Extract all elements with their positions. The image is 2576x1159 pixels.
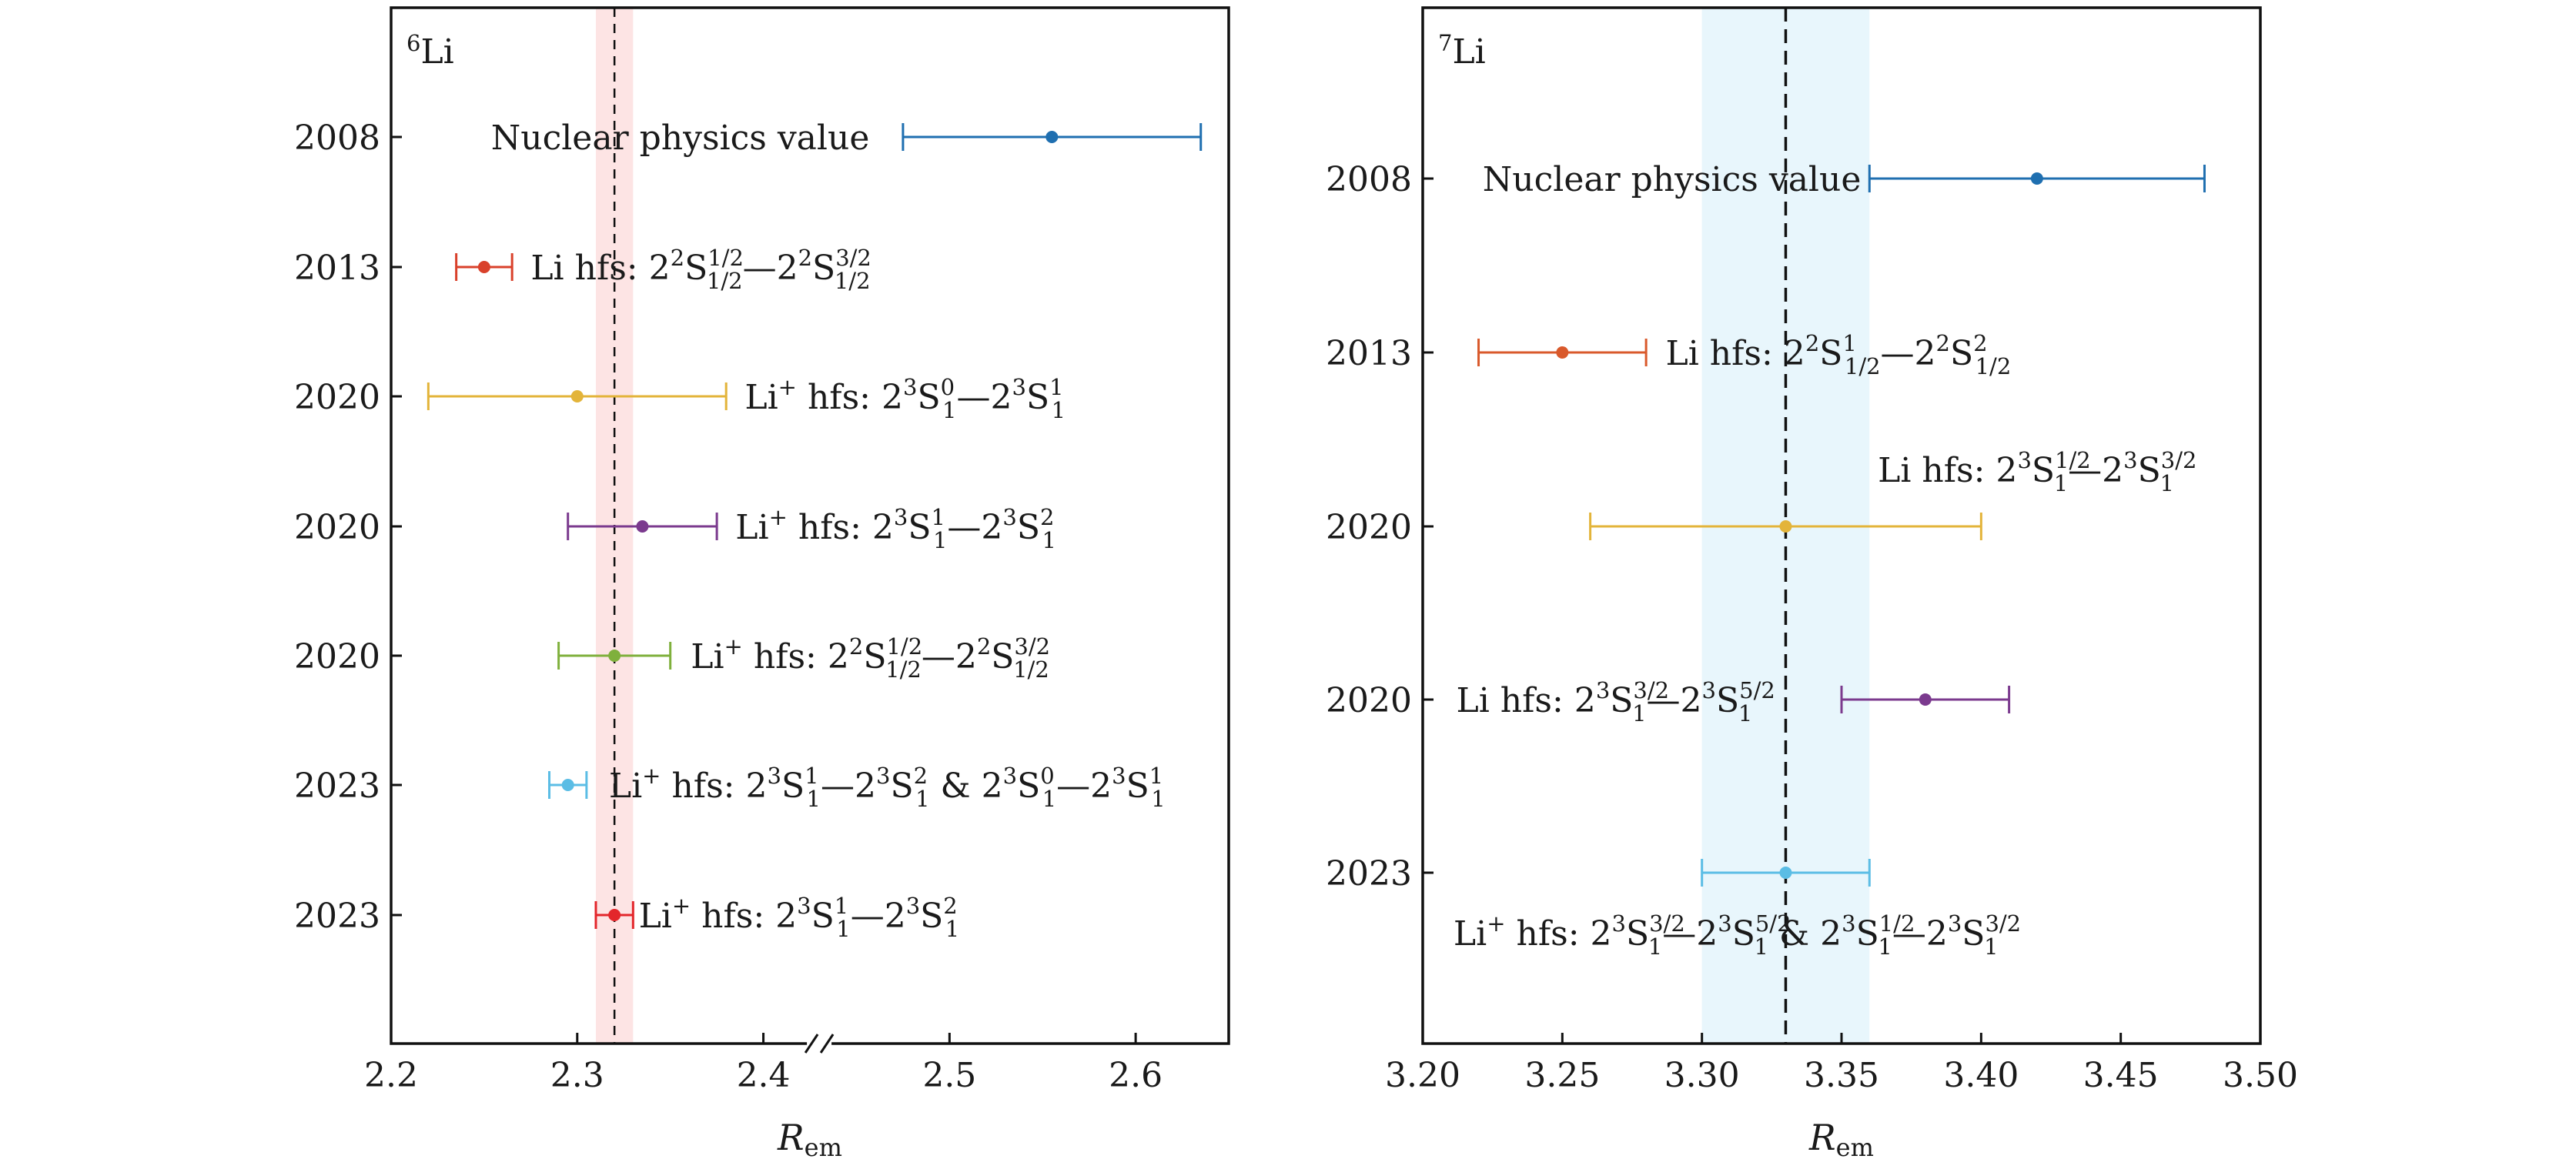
measurement-label: Li+ hfs: 23S3/2 1—23S5/2 1 & 23S1/2 1—23S3/… — [1454, 910, 2021, 960]
isotope-label: 6Li — [406, 30, 454, 72]
measurement-label: Li+ hfs: 23S1 1—23S2 1 — [639, 893, 960, 942]
data-point — [636, 520, 649, 533]
measurement-label: Nuclear physics value — [491, 119, 870, 158]
measurement-label: Li+ hfs: 23S1 1—23S2 1 — [735, 504, 1056, 553]
data-point — [608, 909, 621, 921]
x-tick-label: 2.3 — [550, 1056, 604, 1095]
year-tick-label: 2023 — [1326, 854, 1412, 893]
year-tick-label: 2020 — [294, 508, 380, 547]
x-tick-label: 2.4 — [737, 1056, 791, 1095]
data-point — [2030, 172, 2043, 185]
year-tick-label: 2008 — [1326, 160, 1412, 199]
data-point — [561, 779, 574, 791]
x-tick-label: 3.20 — [1385, 1056, 1460, 1095]
year-tick-label: 2013 — [294, 249, 380, 288]
year-tick-label: 2023 — [294, 767, 380, 806]
isotope-label: 7Li — [1438, 30, 1486, 72]
x-tick-label: 2.6 — [1109, 1056, 1163, 1095]
data-point — [1779, 520, 1792, 533]
x-tick-label: 2.2 — [364, 1056, 418, 1095]
data-point — [1556, 346, 1569, 359]
li6-panel: 6Li 2.2 2.3 2.4 2.5 2.6 Rem 2008 Nuclear physics… — [294, 6, 1230, 1159]
year-tick-label: 2020 — [294, 637, 380, 676]
axis-break-mark — [804, 1034, 819, 1054]
measurement-label: Li+ hfs: 23S1 1—23S2 1 & 23S0 1—23S1 1 — [609, 763, 1166, 812]
measurement-label: Li hfs: 22S1/2 1/2—22S3/2 1/2 — [530, 245, 871, 294]
year-tick-label: 2020 — [1326, 681, 1412, 720]
axis-break-mark — [819, 1034, 835, 1054]
x-axis-label: Rem — [777, 1117, 842, 1159]
x-tick-label: 3.45 — [2083, 1056, 2159, 1095]
measurement-label: Li hfs: 23S1/2 1—23S3/2 1 — [1878, 447, 2196, 496]
year-tick-label: 2008 — [294, 119, 380, 158]
x-tick-label: 3.30 — [1664, 1056, 1740, 1095]
data-point — [570, 390, 584, 402]
year-tick-label: 2023 — [294, 897, 380, 936]
year-tick-label: 2020 — [294, 378, 380, 417]
data-point — [1779, 867, 1792, 879]
li7-panel: 7Li 3.20 3.25 3.30 3.35 3.40 3.45 3.50 Rem 2008 Nu… — [1326, 6, 2298, 1159]
year-tick-label: 2020 — [1326, 508, 1412, 547]
x-tick-label: 2.5 — [922, 1056, 976, 1095]
measurement-label: Li hfs: 22S1 1/2—22S2 1/2 — [1666, 330, 2012, 379]
x-tick-label: 3.40 — [1943, 1056, 2019, 1095]
x-tick-label: 3.50 — [2223, 1056, 2298, 1095]
x-axis-label: Rem — [1808, 1117, 1874, 1159]
x-tick-label: 3.35 — [1804, 1056, 1879, 1095]
year-tick-label: 2013 — [1326, 334, 1412, 373]
measurement-label: Li hfs: 23S3/2 1—23S5/2 1 — [1457, 677, 1775, 726]
x-tick-label: 3.25 — [1524, 1056, 1600, 1095]
data-point — [1919, 693, 1932, 706]
data-point — [477, 261, 490, 273]
measurement-label: Li+ hfs: 23S0 1—23S1 1 — [744, 374, 1066, 423]
data-point — [1045, 131, 1059, 143]
measurement-label: Li+ hfs: 22S1/2 1/2—22S3/2 1/2 — [691, 633, 1050, 683]
measurement-label: Nuclear physics value — [1483, 160, 1862, 199]
data-point — [608, 650, 621, 662]
